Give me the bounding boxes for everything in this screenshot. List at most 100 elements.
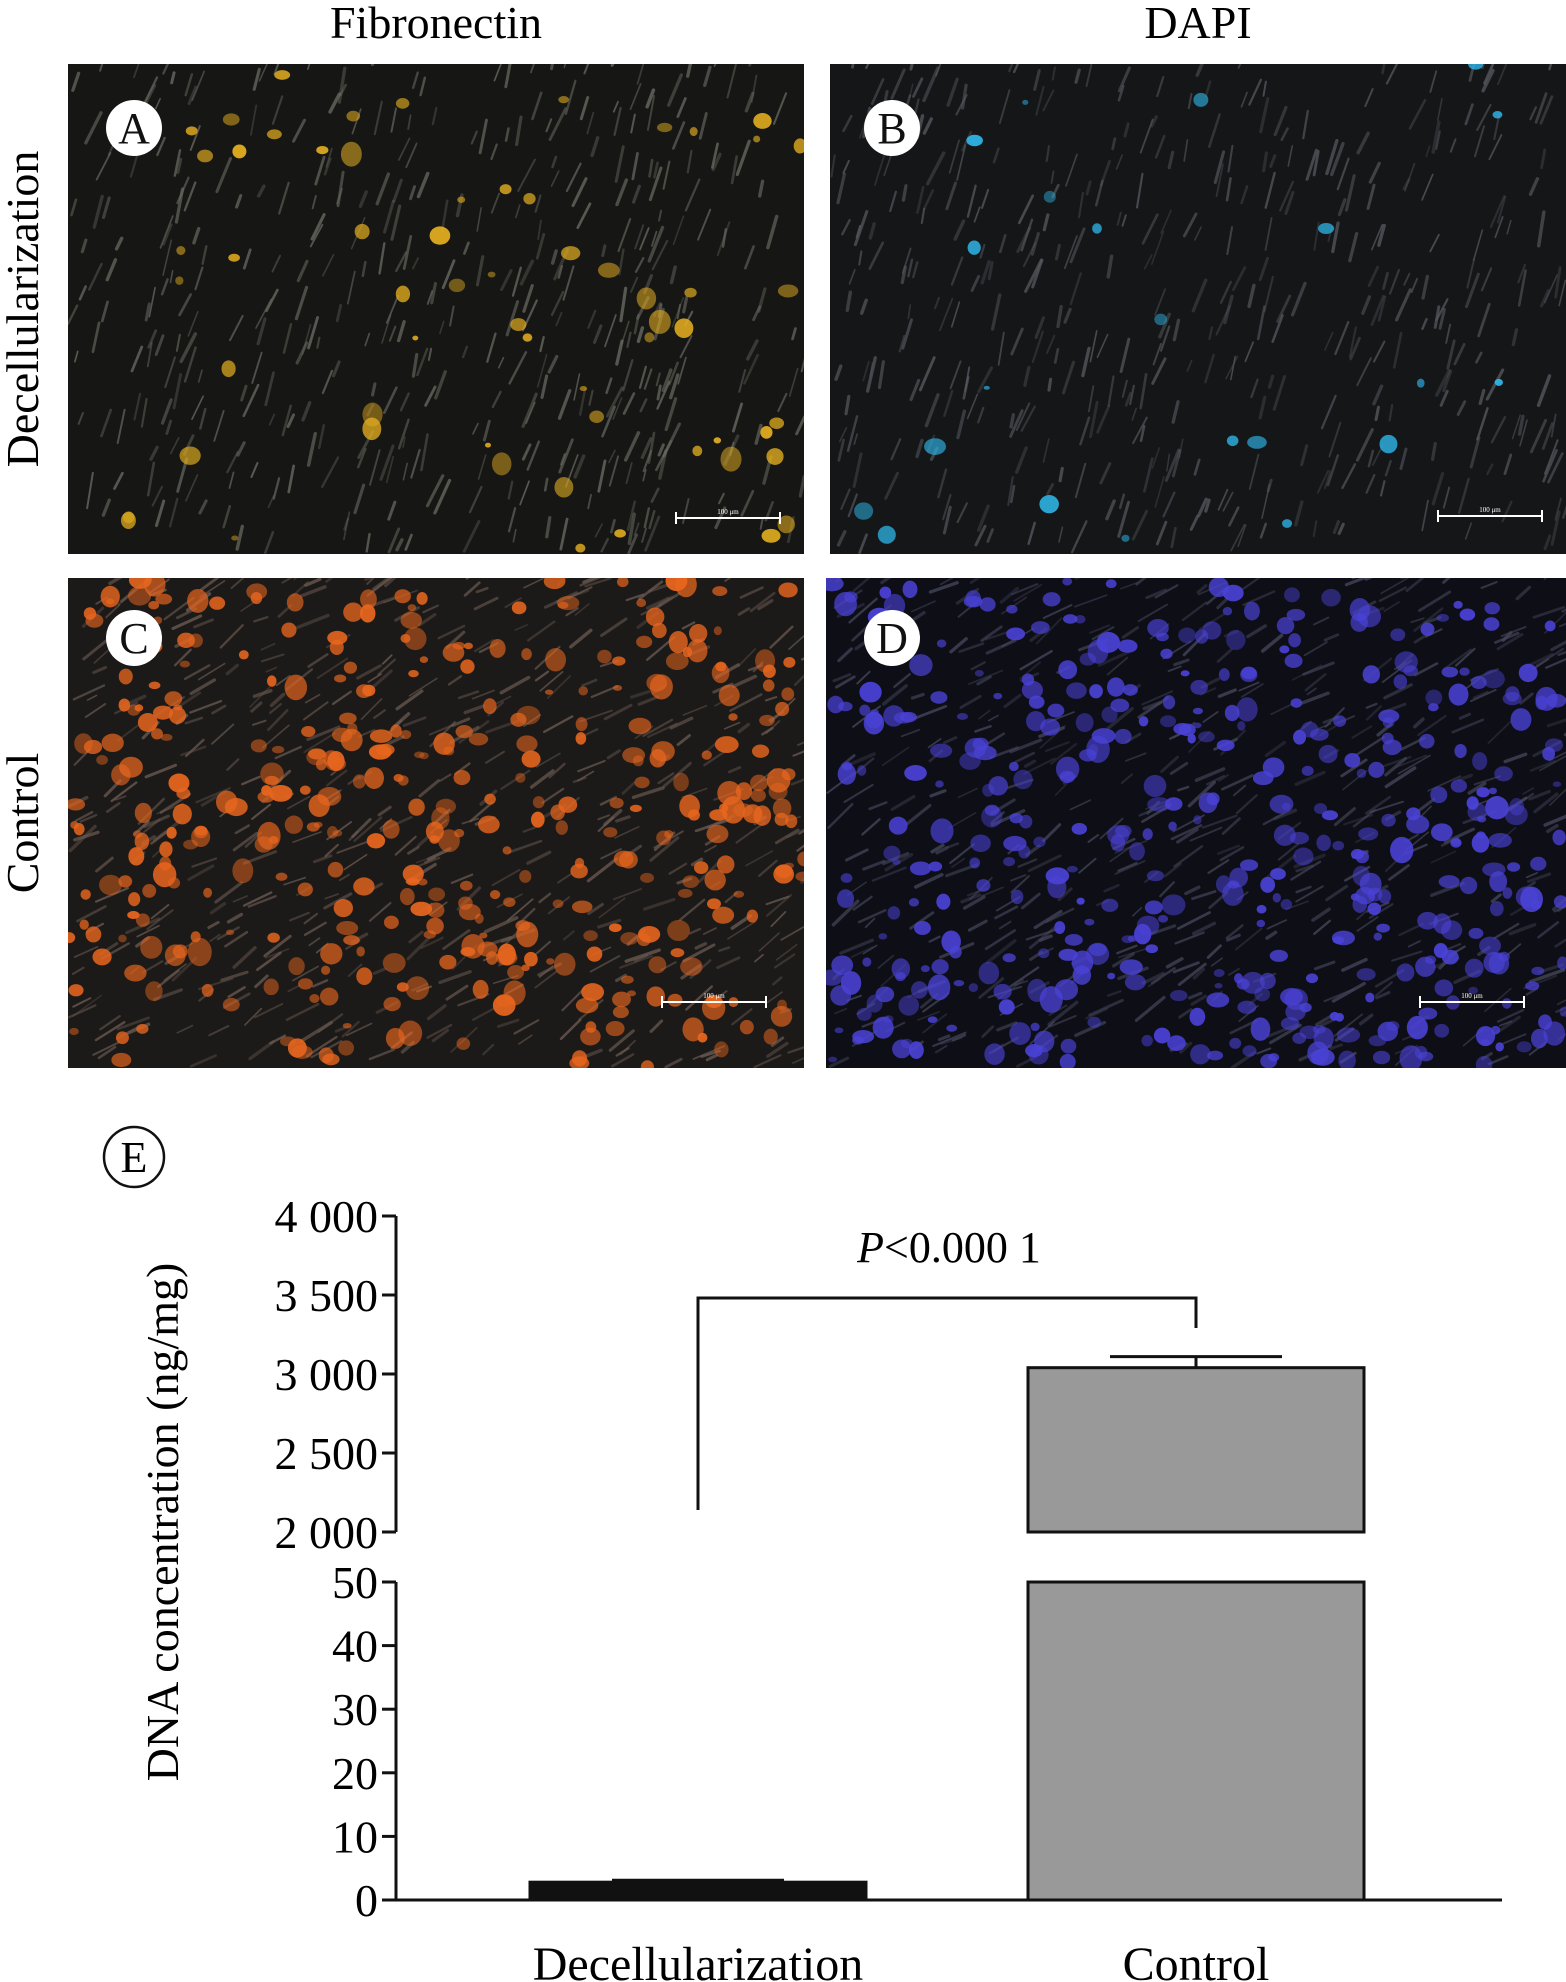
stain-spot: [746, 909, 759, 923]
fiber-streak: [379, 444, 395, 481]
stain-spot: [160, 733, 173, 741]
fiber-streak: [744, 91, 755, 113]
fiber-streak: [539, 335, 545, 353]
fiber-streak: [1303, 641, 1328, 657]
stain-spot: [260, 762, 284, 786]
fiber-streak: [1444, 943, 1462, 951]
stain-spot: [1227, 880, 1240, 889]
fiber-streak: [1226, 226, 1234, 256]
stain-spot: [1089, 684, 1103, 699]
stain-spot: [383, 997, 401, 1012]
fiber-streak: [946, 77, 959, 107]
stain-spot: [759, 714, 775, 727]
fiber-streak: [562, 930, 575, 941]
fiber-streak: [959, 694, 982, 709]
stain-spot: [887, 906, 901, 920]
stain-spot: [179, 446, 201, 465]
fiber-streak: [295, 341, 309, 365]
x-category-label: Decellularization: [533, 1938, 864, 1982]
fiber-streak: [561, 987, 586, 1012]
stain-spot: [503, 980, 526, 1006]
stain-spot: [1313, 803, 1328, 815]
fiber-streak: [175, 333, 181, 352]
stain-spot: [1494, 766, 1513, 782]
fiber-streak: [518, 1034, 533, 1045]
stain-spot: [866, 994, 883, 1013]
fiber-streak: [378, 242, 386, 275]
fiber-streak: [1290, 281, 1307, 317]
fiber-streak: [865, 356, 877, 393]
fiber-streak: [997, 331, 1005, 366]
stain-spot: [859, 704, 871, 716]
fiber-streak: [1323, 633, 1340, 642]
fiber-streak: [1543, 534, 1552, 551]
fiber-streak: [1410, 617, 1425, 624]
stain-spot: [1379, 434, 1398, 454]
fiber-streak: [199, 407, 207, 430]
micrograph-panel-d: [826, 578, 1566, 1068]
y-axis-label: DNA concentration (ng/mg): [137, 1263, 188, 1782]
fiber-streak: [853, 209, 869, 247]
stain-spot: [194, 825, 208, 836]
stain-spot: [519, 870, 532, 883]
stain-spot: [978, 961, 1000, 985]
stain-spot: [1161, 894, 1186, 916]
fiber-streak: [934, 296, 940, 310]
fiber-streak: [273, 64, 280, 76]
fiber-streak: [500, 269, 513, 292]
stain-spot: [974, 669, 984, 677]
fiber-streak: [581, 678, 598, 687]
fiber-streak: [176, 157, 183, 174]
y-tick-label: 0: [355, 1875, 378, 1926]
fiber-streak: [908, 83, 914, 99]
fiber-streak: [862, 859, 886, 871]
fiber-streak: [198, 499, 208, 515]
stain-spot: [343, 661, 358, 674]
fiber-streak: [426, 1023, 453, 1039]
stain-spot: [1362, 665, 1381, 684]
fiber-streak: [1475, 351, 1483, 364]
stain-spot: [1071, 823, 1088, 835]
fiber-streak: [935, 846, 949, 855]
fiber-streak: [92, 1041, 120, 1056]
fiber-streak: [357, 447, 367, 469]
stain-spot: [1028, 695, 1045, 709]
fiber-streak: [358, 190, 368, 208]
fiber-streak: [102, 196, 111, 219]
stain-spot: [909, 654, 933, 677]
stain-spot: [499, 184, 512, 195]
fiber-streak: [364, 332, 371, 347]
stain-spot: [1270, 868, 1286, 880]
stain-spot: [739, 1019, 754, 1035]
fiber-streak: [1240, 683, 1264, 698]
fiber-streak: [1328, 421, 1342, 458]
fiber-streak: [1377, 223, 1386, 247]
stain-spot: [419, 752, 429, 760]
fiber-streak: [339, 83, 347, 96]
fiber-streak: [700, 1049, 721, 1058]
stain-spot: [1043, 190, 1056, 203]
fiber-streak: [505, 300, 520, 337]
fiber-streak: [661, 578, 664, 579]
fiber-streak: [860, 298, 868, 315]
fiber-streak: [647, 431, 656, 464]
stain-spot: [1544, 738, 1564, 753]
stain-spot: [1552, 829, 1566, 846]
stain-spot: [115, 1031, 129, 1045]
stain-spot: [1273, 824, 1296, 846]
fiber-streak: [1205, 774, 1226, 786]
stain-spot: [714, 1041, 729, 1058]
fiber-streak: [222, 504, 232, 529]
fiber-streak: [226, 912, 244, 924]
fiber-streak: [351, 108, 362, 135]
stain-spot: [909, 861, 932, 876]
stain-spot: [1441, 920, 1463, 941]
fiber-streak: [681, 621, 696, 630]
fiber-streak: [583, 64, 590, 75]
fiber-streak: [856, 1002, 876, 1016]
fiber-streak: [504, 127, 510, 142]
fiber-streak: [242, 383, 260, 418]
stain-spot: [232, 144, 247, 159]
fiber-streak: [1464, 103, 1474, 126]
stain-spot: [319, 987, 339, 1006]
